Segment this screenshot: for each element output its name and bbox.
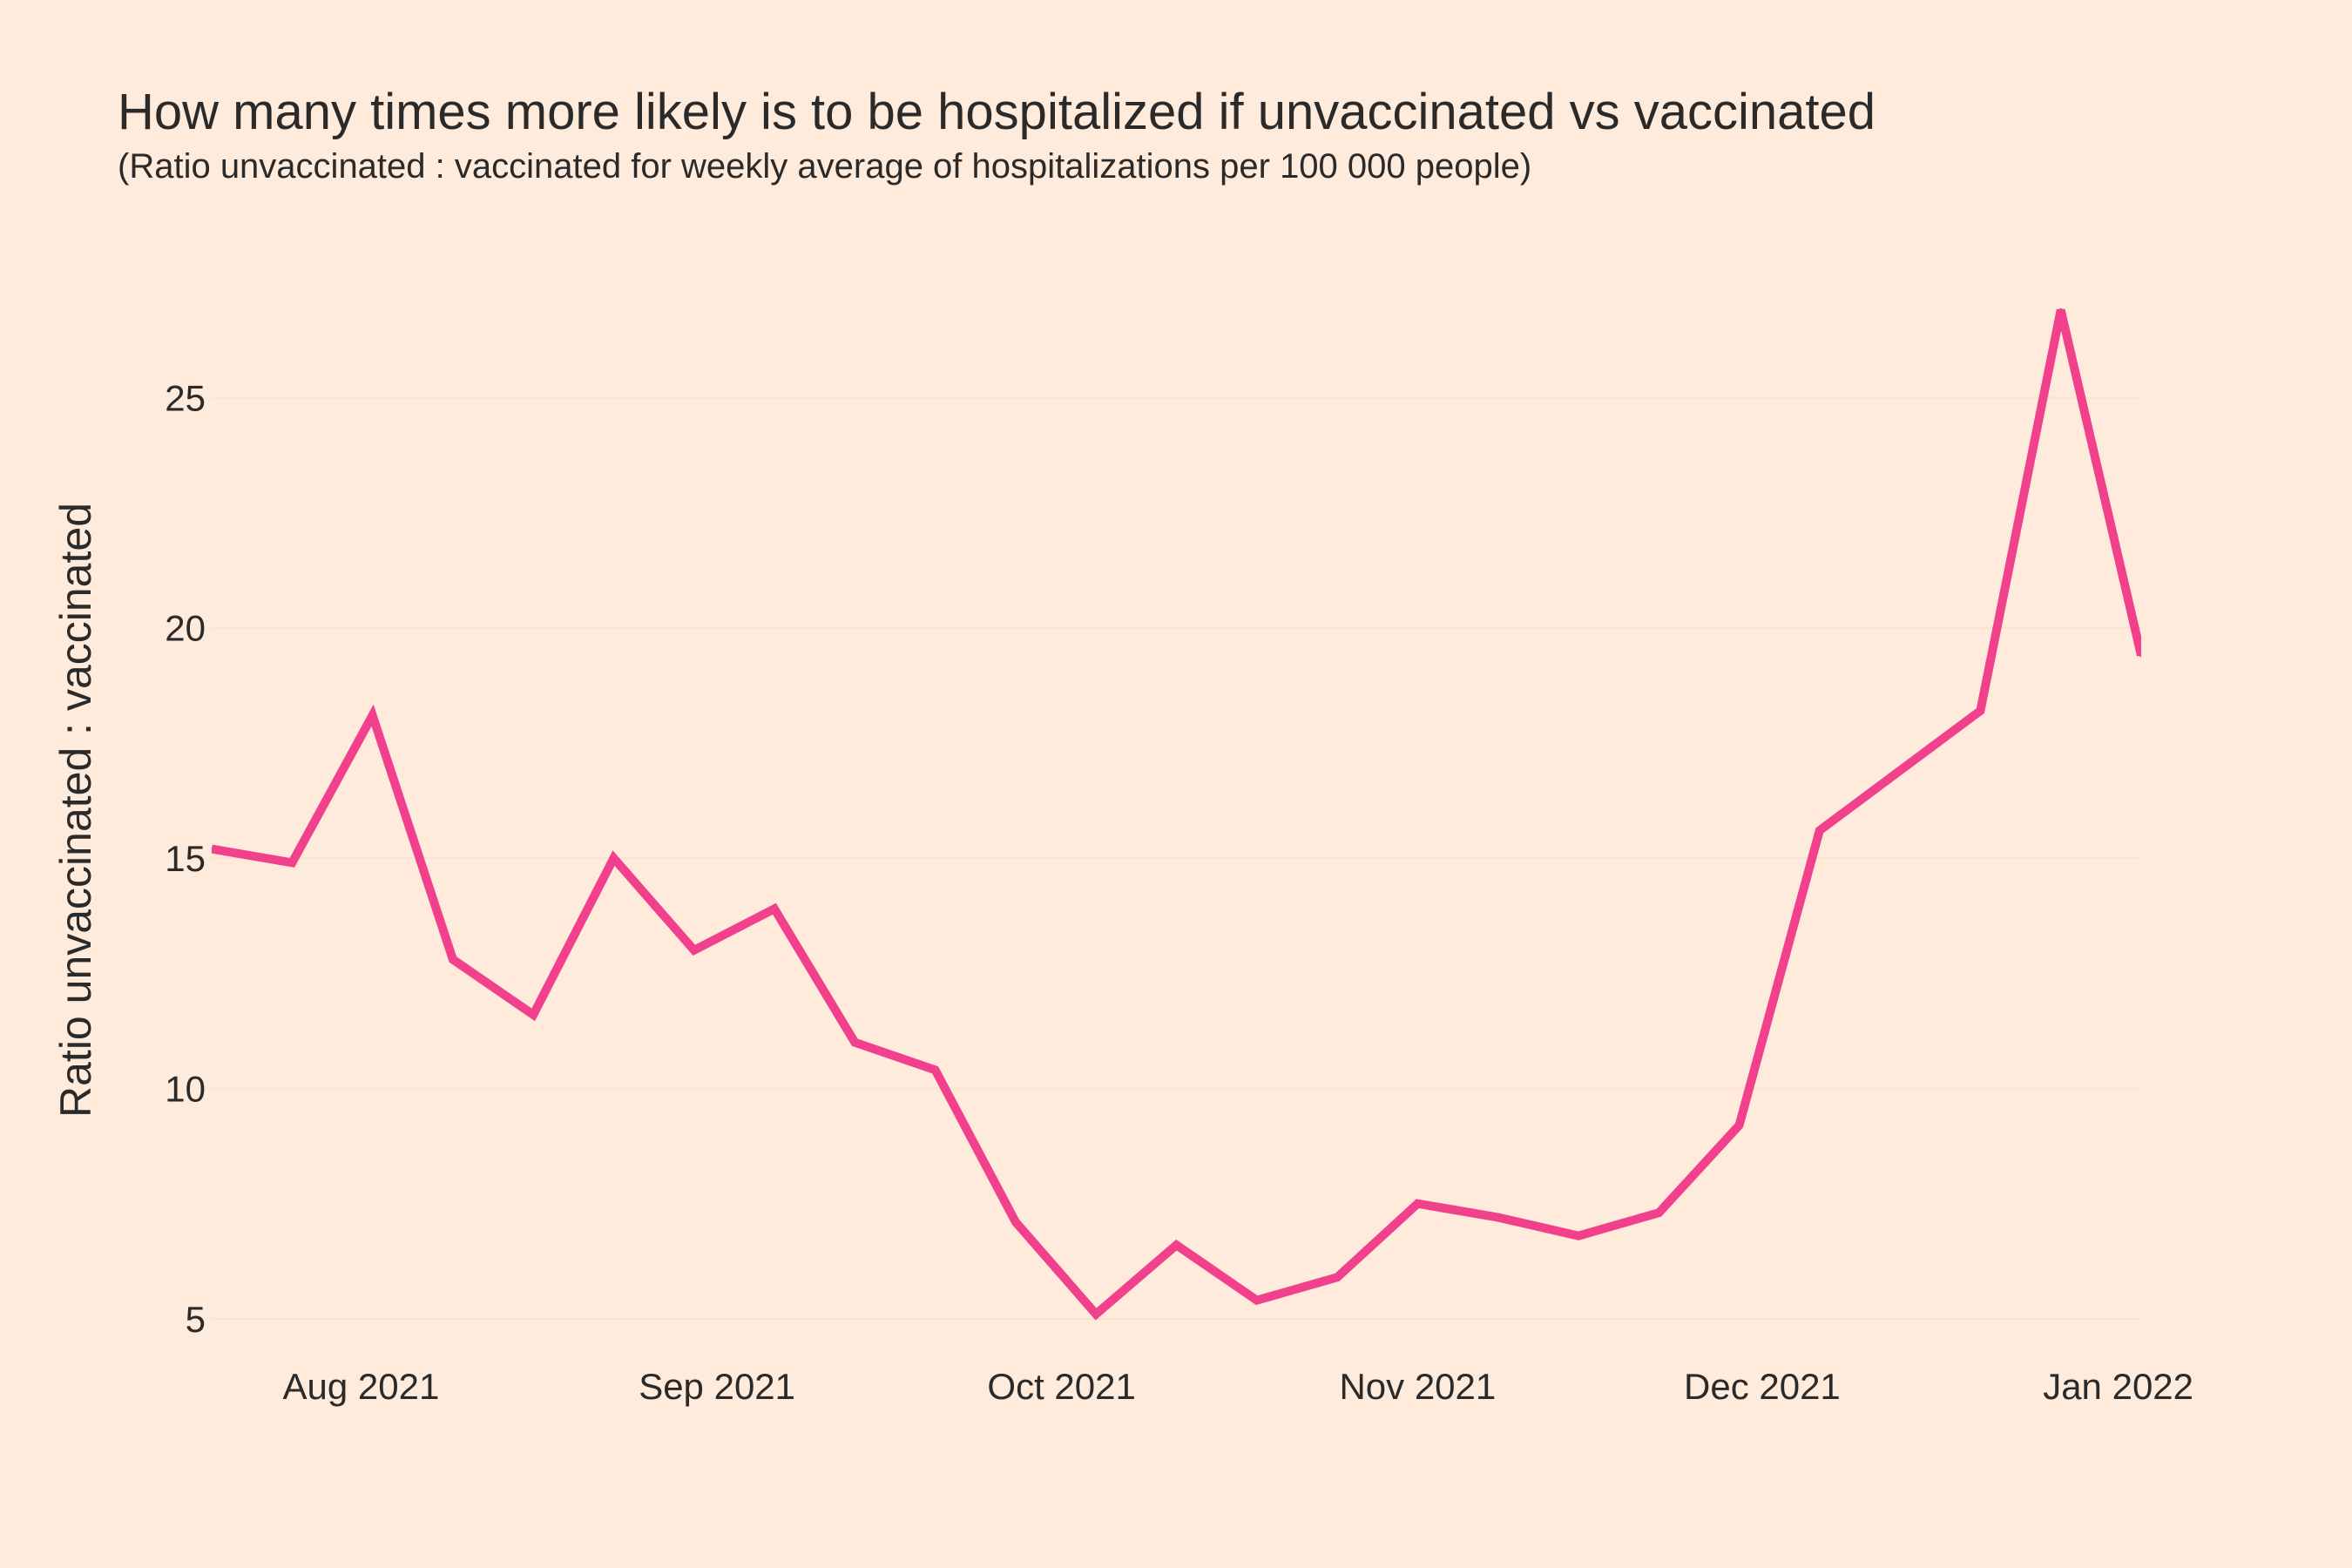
data-point xyxy=(1657,1211,1661,1215)
data-point xyxy=(1254,1298,1259,1302)
data-point xyxy=(1174,1243,1179,1247)
y-tick-label: 25 xyxy=(165,377,206,418)
y-axis-label: Ratio unvaccinated : vaccinated xyxy=(51,503,100,1118)
data-point xyxy=(1817,828,1821,833)
data-point xyxy=(1737,1123,1741,1127)
data-point xyxy=(1416,1201,1420,1206)
data-point xyxy=(773,907,777,911)
data-point xyxy=(692,948,696,952)
x-axis-ticks: Aug 2021 Sep 2021 Oct 2021 Nov 2021 Dec 2021… xyxy=(282,1366,2193,1407)
data-point xyxy=(290,861,294,865)
data-point xyxy=(853,1040,857,1044)
series-line xyxy=(212,308,2141,1321)
y-tick-label: 5 xyxy=(186,1299,206,1340)
data-point xyxy=(612,856,616,861)
data-point xyxy=(1978,708,1983,713)
data-point xyxy=(450,957,455,962)
data-point xyxy=(531,1012,536,1017)
data-point xyxy=(2139,653,2141,658)
data-point xyxy=(1576,1233,1580,1238)
x-tick-label: Nov 2021 xyxy=(1339,1366,1496,1407)
data-point xyxy=(1496,1215,1500,1220)
y-axis-ticks: 5 10 15 20 25 xyxy=(165,377,206,1340)
data-point xyxy=(1898,768,1903,773)
series-group xyxy=(212,308,2141,1321)
x-tick-label: Oct 2021 xyxy=(987,1366,1135,1407)
y-tick-label: 10 xyxy=(165,1068,206,1109)
data-point xyxy=(1094,1312,1098,1316)
data-point xyxy=(1013,1220,1017,1224)
data-point xyxy=(212,847,213,851)
data-point xyxy=(1335,1275,1340,1280)
x-tick-label: Jan 2022 xyxy=(2043,1366,2193,1407)
data-point xyxy=(370,713,375,718)
data-point xyxy=(2058,308,2063,312)
y-tick-label: 20 xyxy=(165,608,206,649)
data-point xyxy=(933,1068,937,1072)
x-tick-label: Aug 2021 xyxy=(282,1366,439,1407)
y-tick-label: 15 xyxy=(165,838,206,879)
x-tick-label: Sep 2021 xyxy=(639,1366,795,1407)
x-tick-label: Dec 2021 xyxy=(1684,1366,1841,1407)
chart-title: How many times more likely is to be hosp… xyxy=(118,84,1876,140)
chart-subtitle: (Ratio unvaccinated : vaccinated for wee… xyxy=(118,147,1531,186)
gridlines xyxy=(212,396,2141,1320)
